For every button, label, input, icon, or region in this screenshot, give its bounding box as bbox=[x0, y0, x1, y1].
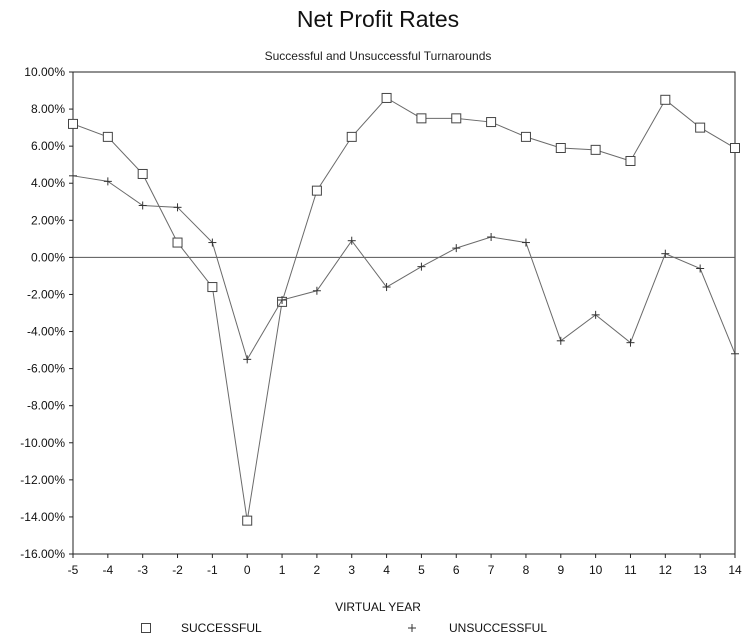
x-tick-label: 7 bbox=[488, 563, 495, 577]
data-point-plus bbox=[382, 283, 391, 292]
y-tick-label: -6.00% bbox=[27, 362, 65, 376]
y-tick-label: -14.00% bbox=[20, 510, 65, 524]
data-point-plus bbox=[312, 286, 321, 295]
y-tick-label: -16.00% bbox=[20, 547, 65, 561]
data-point-square bbox=[311, 185, 322, 196]
x-tick-label: 2 bbox=[314, 563, 321, 577]
data-point-square bbox=[486, 117, 497, 128]
y-tick-label: -4.00% bbox=[27, 325, 65, 339]
legend: SUCCESSFUL UNSUCCESSFUL bbox=[141, 621, 547, 635]
data-point-plus bbox=[731, 349, 739, 358]
data-point-square bbox=[242, 515, 253, 526]
series-layer bbox=[68, 92, 740, 526]
data-point-plus bbox=[556, 336, 565, 345]
x-tick-label: 1 bbox=[279, 563, 286, 577]
x-tick-label: -5 bbox=[68, 563, 79, 577]
x-tick-label: 9 bbox=[557, 563, 564, 577]
x-tick-label: 0 bbox=[244, 563, 251, 577]
legend-item-unsuccessful: UNSUCCESSFUL bbox=[408, 621, 547, 635]
data-point-square bbox=[207, 282, 218, 293]
x-axis-label: VIRTUAL YEAR bbox=[335, 600, 421, 614]
data-point-plus bbox=[626, 338, 635, 347]
data-point-square bbox=[590, 144, 601, 155]
y-tick-label: 8.00% bbox=[31, 102, 65, 116]
data-point-plus bbox=[278, 296, 287, 305]
y-tick-label: -12.00% bbox=[20, 473, 65, 487]
x-axis-ticks: -5 -4 -3 -2 -1 0 1 2 3 4 5 6 7 8 9 10 11 12 13 14 bbox=[68, 554, 742, 577]
x-tick-label: 6 bbox=[453, 563, 460, 577]
y-tick-label: -2.00% bbox=[27, 287, 65, 301]
x-tick-label: -1 bbox=[207, 563, 218, 577]
data-point-plus bbox=[138, 201, 147, 210]
y-tick-label: 0.00% bbox=[31, 250, 65, 264]
legend-square-marker bbox=[141, 623, 151, 633]
plot-frame bbox=[72, 71, 736, 555]
data-point-plus bbox=[696, 264, 705, 273]
data-point-plus bbox=[661, 249, 670, 258]
data-point-plus bbox=[173, 203, 182, 212]
data-point-plus bbox=[347, 236, 356, 245]
x-tick-label: 8 bbox=[523, 563, 530, 577]
data-point-plus bbox=[417, 262, 426, 271]
data-point-square bbox=[730, 143, 740, 154]
data-point-square bbox=[625, 155, 636, 166]
series-successful bbox=[68, 92, 740, 526]
data-point-square bbox=[172, 237, 183, 248]
data-point-plus bbox=[591, 310, 600, 319]
x-tick-label: 11 bbox=[624, 563, 637, 577]
y-tick-label: -8.00% bbox=[27, 399, 65, 413]
y-tick-label: 4.00% bbox=[31, 176, 65, 190]
x-tick-label: -3 bbox=[137, 563, 148, 577]
y-tick-label: 6.00% bbox=[31, 139, 65, 153]
data-point-square bbox=[451, 113, 462, 124]
data-point-plus bbox=[487, 232, 496, 241]
legend-label: UNSUCCESSFUL bbox=[449, 621, 547, 635]
x-tick-label: -4 bbox=[103, 563, 114, 577]
legend-item-successful: SUCCESSFUL bbox=[141, 621, 262, 635]
data-point-plus bbox=[452, 244, 461, 253]
data-point-plus bbox=[69, 171, 77, 180]
chart-title: Net Profit Rates bbox=[297, 6, 459, 32]
y-axis-ticks: 10.00% 8.00% 6.00% 4.00% 2.00% 0.00% -2.00% -4.… bbox=[20, 65, 73, 561]
plot-area bbox=[72, 71, 736, 555]
data-point-square bbox=[695, 122, 706, 133]
data-point-square bbox=[137, 168, 148, 179]
chart-subtitle: Successful and Unsuccessful Turnarounds bbox=[265, 49, 492, 63]
data-point-square bbox=[555, 143, 566, 154]
data-point-plus bbox=[208, 238, 217, 247]
data-point-square bbox=[660, 94, 671, 105]
data-point-square bbox=[68, 118, 78, 129]
x-tick-label: 5 bbox=[418, 563, 425, 577]
data-point-square bbox=[416, 113, 427, 124]
data-point-square bbox=[381, 92, 392, 103]
series-line bbox=[72, 175, 736, 361]
y-tick-label: -10.00% bbox=[20, 436, 65, 450]
data-point-plus bbox=[243, 355, 252, 364]
series-unsuccessful bbox=[69, 171, 739, 364]
data-point-square bbox=[520, 131, 531, 142]
x-tick-label: 3 bbox=[348, 563, 355, 577]
y-tick-label: 2.00% bbox=[31, 213, 65, 227]
legend-label: SUCCESSFUL bbox=[181, 621, 262, 635]
x-tick-label: 4 bbox=[383, 563, 390, 577]
x-tick-label: 12 bbox=[659, 563, 673, 577]
data-point-square bbox=[102, 131, 113, 142]
data-point-plus bbox=[521, 238, 530, 247]
y-tick-label: 10.00% bbox=[24, 65, 65, 79]
x-tick-label: 10 bbox=[589, 563, 603, 577]
data-point-square bbox=[346, 131, 357, 142]
x-tick-label: -2 bbox=[172, 563, 183, 577]
series-line bbox=[72, 97, 736, 521]
x-tick-label: 13 bbox=[693, 563, 707, 577]
x-tick-label: 14 bbox=[728, 563, 742, 577]
data-point-plus bbox=[103, 177, 112, 186]
legend-plus-marker bbox=[408, 624, 416, 632]
